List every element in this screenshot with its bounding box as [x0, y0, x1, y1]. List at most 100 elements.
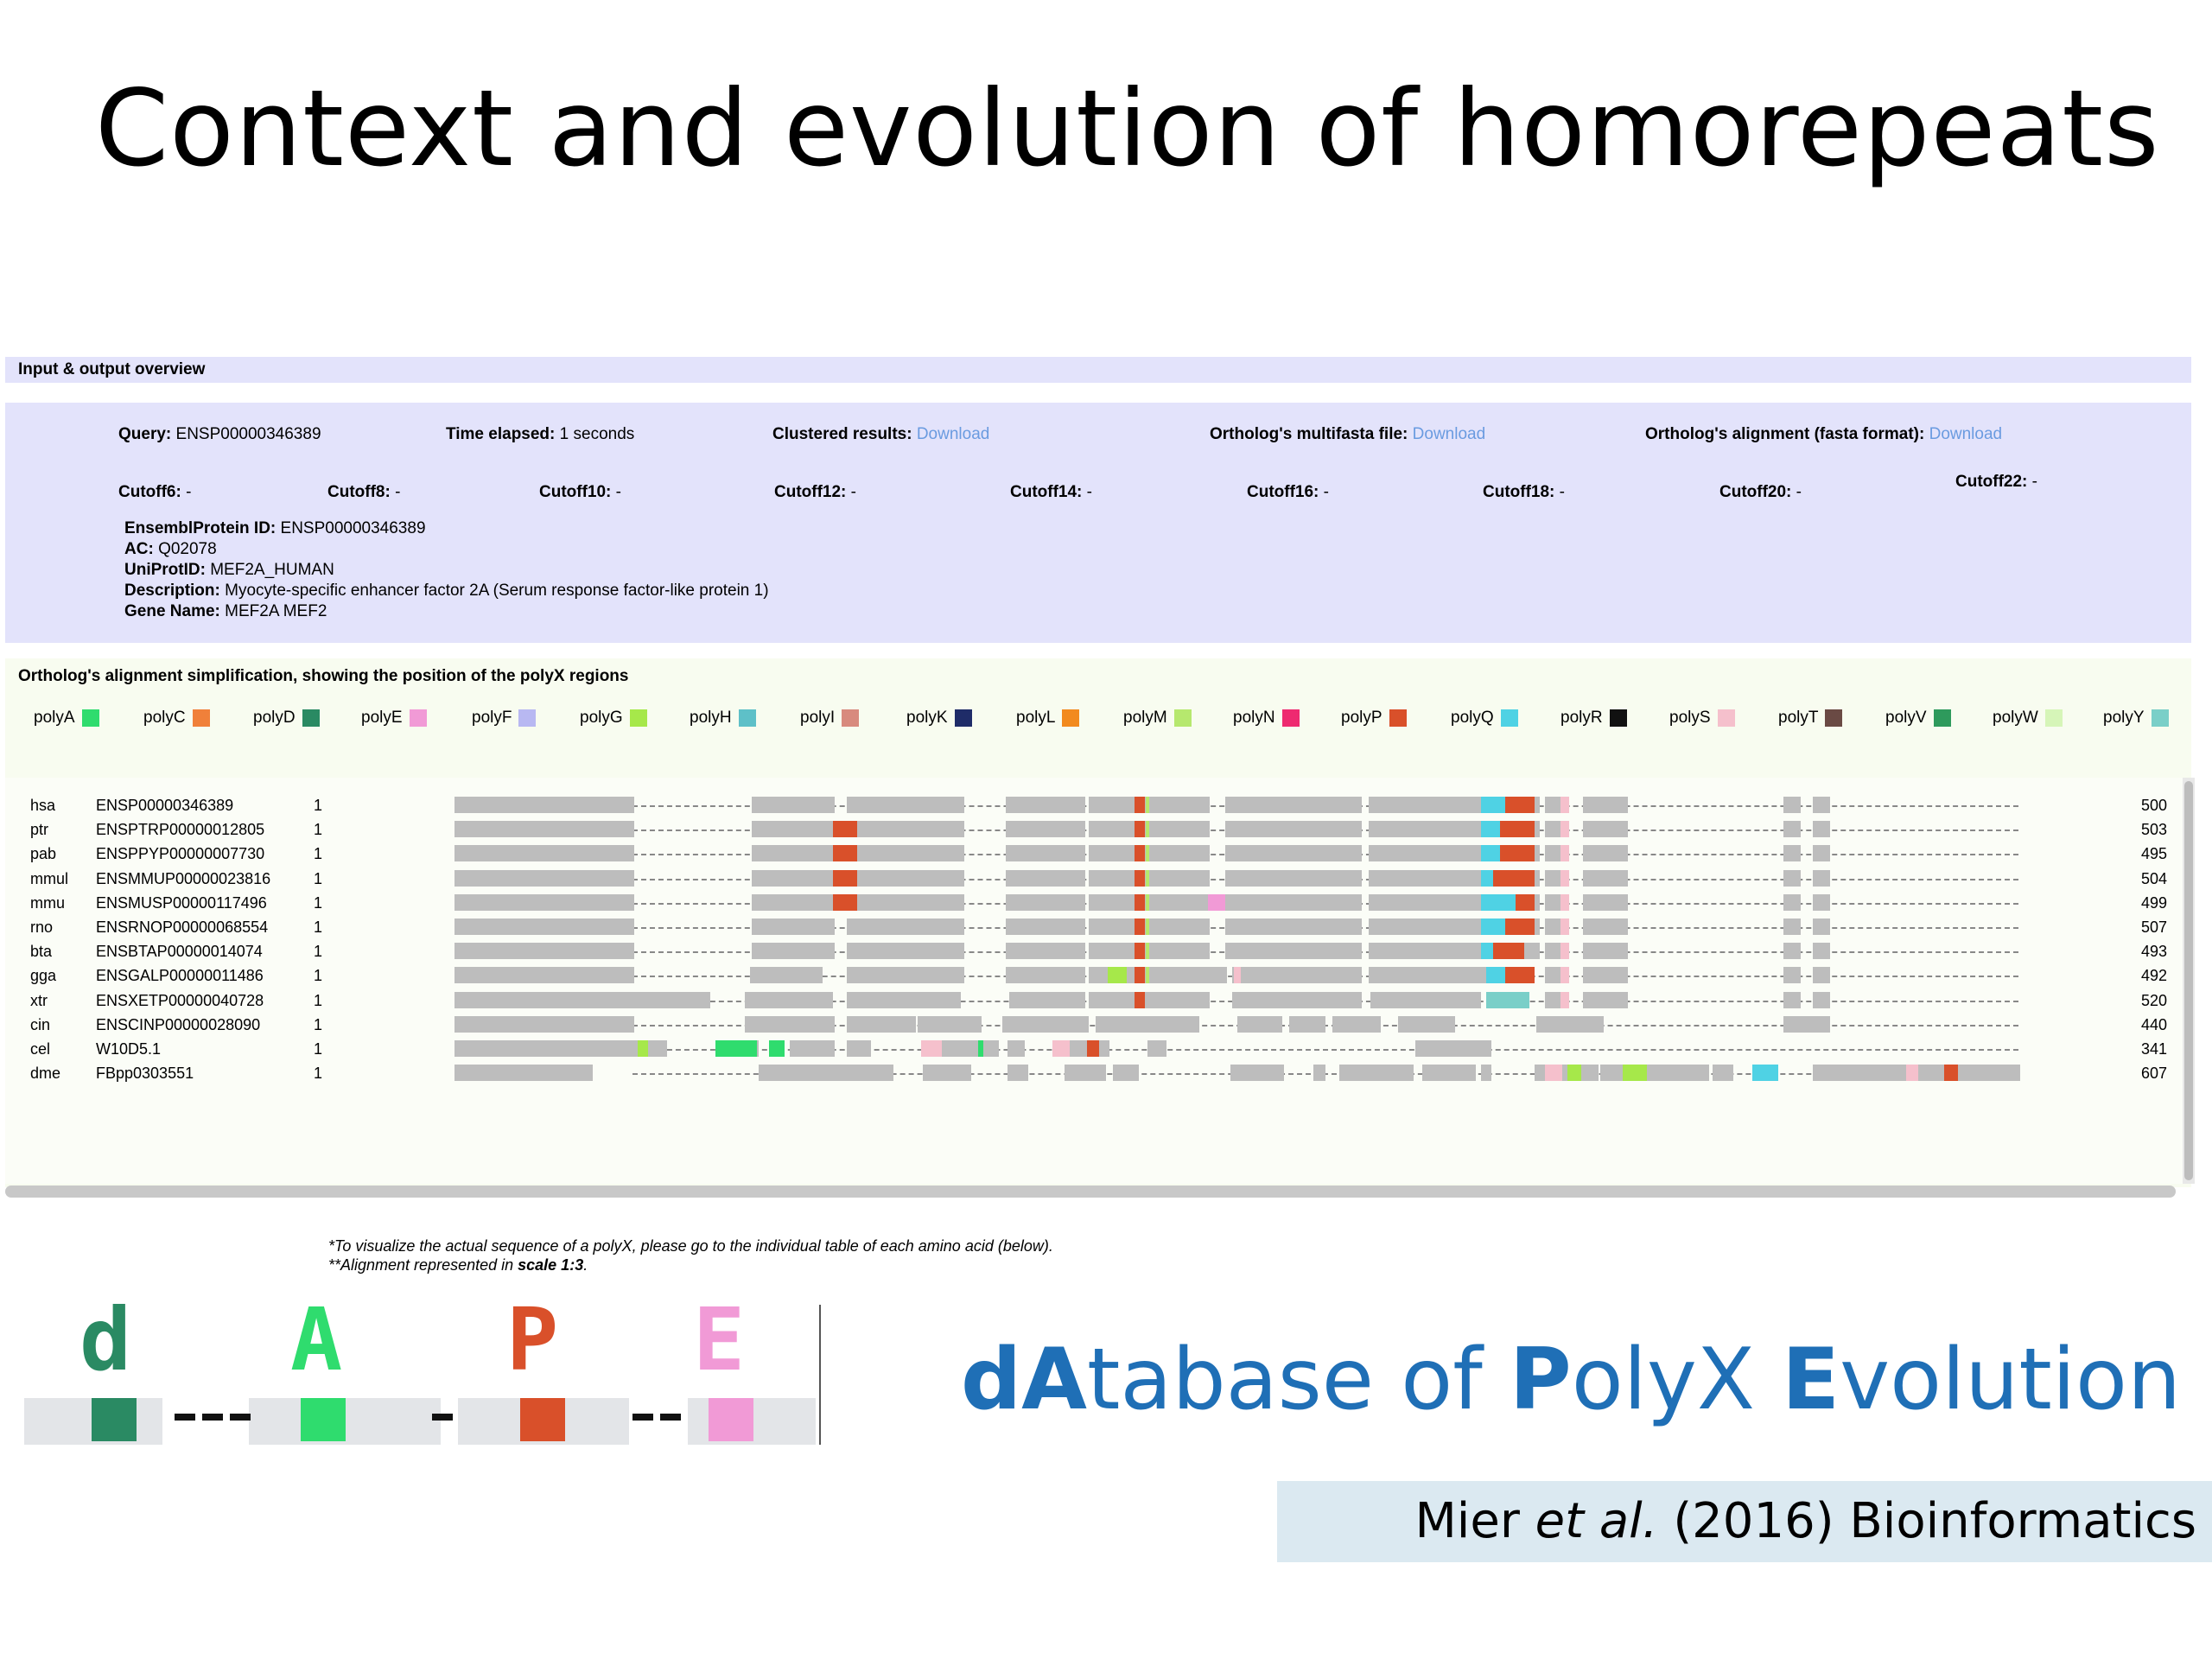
- alignment-segment: [752, 821, 835, 838]
- alignment-segment: [847, 918, 964, 935]
- alignment-segment: [1813, 821, 1830, 838]
- legend-label: polyR: [1560, 709, 1603, 727]
- alignment-note-2: **Alignment represented in scale 1:3.: [328, 1256, 588, 1274]
- vertical-scrollbar[interactable]: [2183, 778, 2195, 1184]
- alignment-segment: [1583, 845, 1628, 862]
- query-field: Query: ENSP00000346389: [118, 425, 321, 443]
- polyx-region-polyp: [833, 845, 857, 862]
- legend-label: polyC: [143, 709, 186, 727]
- alignment-segment: [1422, 1065, 1476, 1082]
- legend-swatch: [1173, 709, 1192, 727]
- polyx-region-polyg: [1623, 1065, 1647, 1082]
- alignment-segment: [1369, 918, 1481, 935]
- polyx-region-polyp: [1500, 821, 1535, 838]
- alignment-area: *To visualize the actual sequence of a p…: [5, 778, 2183, 1274]
- vertical-scroll-thumb[interactable]: [2184, 781, 2193, 1180]
- legend-swatch: [1281, 709, 1300, 727]
- polyx-region-polyp: [1505, 918, 1535, 935]
- alignment-segment: [1225, 893, 1362, 911]
- polyx-region-polyp: [1135, 845, 1145, 862]
- alignment-segment: [1583, 821, 1628, 838]
- alignment-segment: [1002, 1015, 1089, 1033]
- row-species: dme: [30, 1065, 61, 1083]
- alignment-segment: [1225, 845, 1362, 862]
- row-length: 341: [2141, 1040, 2168, 1058]
- row-length: 607: [2141, 1065, 2168, 1083]
- row-start: 1: [314, 1040, 323, 1058]
- polyx-region-polyq: [1481, 943, 1493, 960]
- alignment-segment: [454, 893, 634, 911]
- row-start: 1: [314, 1015, 323, 1033]
- alignment-segment: [454, 991, 710, 1008]
- polyx-region-polyq: [1752, 1065, 1778, 1082]
- legend-label: polyK: [906, 709, 948, 727]
- alignment-segment: [1545, 797, 1564, 813]
- logo-dash: [175, 1414, 195, 1421]
- alignment-segment: [454, 1015, 634, 1033]
- row-length: 507: [2141, 918, 2168, 936]
- alignment-segment: [1545, 893, 1564, 911]
- alignment-segment: [1783, 821, 1801, 838]
- legend-item-polyp: polyP: [1341, 709, 1407, 728]
- polyx-region-polym: [1146, 797, 1149, 813]
- row-protein-id: FBpp0303551: [96, 1065, 194, 1083]
- polyx-region-polys: [1560, 943, 1569, 960]
- alignment-segment: [1370, 991, 1481, 1008]
- row-protein-id: ENSCINP00000028090: [96, 1015, 261, 1033]
- alignment-segment: [1225, 918, 1362, 935]
- clustered-download-link[interactable]: Download: [916, 425, 990, 443]
- row-protein-id: ENSPPYP00000007730: [96, 845, 265, 863]
- row-species: ptr: [30, 821, 49, 839]
- row-species: cel: [30, 1040, 51, 1058]
- alignment-download-link[interactable]: Download: [1929, 425, 2003, 443]
- legend-item-polyn: polyN: [1233, 709, 1300, 728]
- alignment-segment: [1089, 943, 1210, 960]
- alignment-segment: [1545, 943, 1564, 960]
- alignment-segment: [1009, 991, 1085, 1008]
- legend-swatch: [302, 709, 320, 727]
- legend-swatch: [629, 709, 647, 727]
- row-length: 500: [2141, 797, 2168, 814]
- alignment-segment: [750, 967, 823, 984]
- alignment-segment: [752, 943, 835, 960]
- alignment-segment: [1398, 1015, 1455, 1033]
- alignment-segment: [1089, 797, 1210, 813]
- legend-swatch: [81, 709, 99, 727]
- alignment-segment: [1813, 845, 1830, 862]
- logo-dash: [230, 1414, 251, 1421]
- polyx-region-polyp: [1135, 991, 1145, 1008]
- row-start: 1: [314, 845, 323, 863]
- polyx-region-polyp: [1944, 1065, 1958, 1082]
- alignment-segment: [1369, 821, 1481, 838]
- ensembl-protein-id: EnsemblProtein ID: ENSP00000346389: [124, 519, 426, 537]
- legend-label: polyG: [580, 709, 623, 727]
- row-start: 1: [314, 918, 323, 936]
- multifasta-download-link[interactable]: Download: [1412, 425, 1486, 443]
- alignment-segment: [1813, 991, 1830, 1008]
- legend-item-polyl: polyL: [1016, 709, 1080, 728]
- citation: Mier et al. (2016) Bioinformatics: [1277, 1481, 2212, 1562]
- alignment-segment: [1583, 991, 1628, 1008]
- alignment-segment: [923, 1065, 971, 1082]
- alignment-segment: [847, 797, 964, 813]
- legend-label: polyW: [1993, 709, 2038, 727]
- legend-label: polyH: [690, 709, 732, 727]
- horizontal-scrollbar[interactable]: [5, 1185, 2176, 1198]
- alignment-segment: [1583, 893, 1628, 911]
- alignment-segment: [1369, 845, 1481, 862]
- alignment-segment: [1813, 893, 1830, 911]
- row-species: xtr: [30, 991, 48, 1009]
- alignment-segment: [790, 1040, 835, 1057]
- row-protein-id: ENSP00000346389: [96, 797, 234, 814]
- alignment-segment: [1545, 821, 1564, 838]
- polyx-region-polyq: [1486, 967, 1505, 984]
- legend-label: polyM: [1123, 709, 1167, 727]
- polyx-region-polys: [921, 1040, 942, 1057]
- alignment-segment: [1006, 821, 1085, 838]
- logo-letter-p: P: [506, 1289, 559, 1390]
- alignment-segment: [1237, 1015, 1282, 1033]
- alignment-segment: [1415, 1040, 1491, 1057]
- legend-swatch: [409, 709, 427, 727]
- polyx-region-polyp: [1135, 893, 1145, 911]
- row-start: 1: [314, 893, 323, 912]
